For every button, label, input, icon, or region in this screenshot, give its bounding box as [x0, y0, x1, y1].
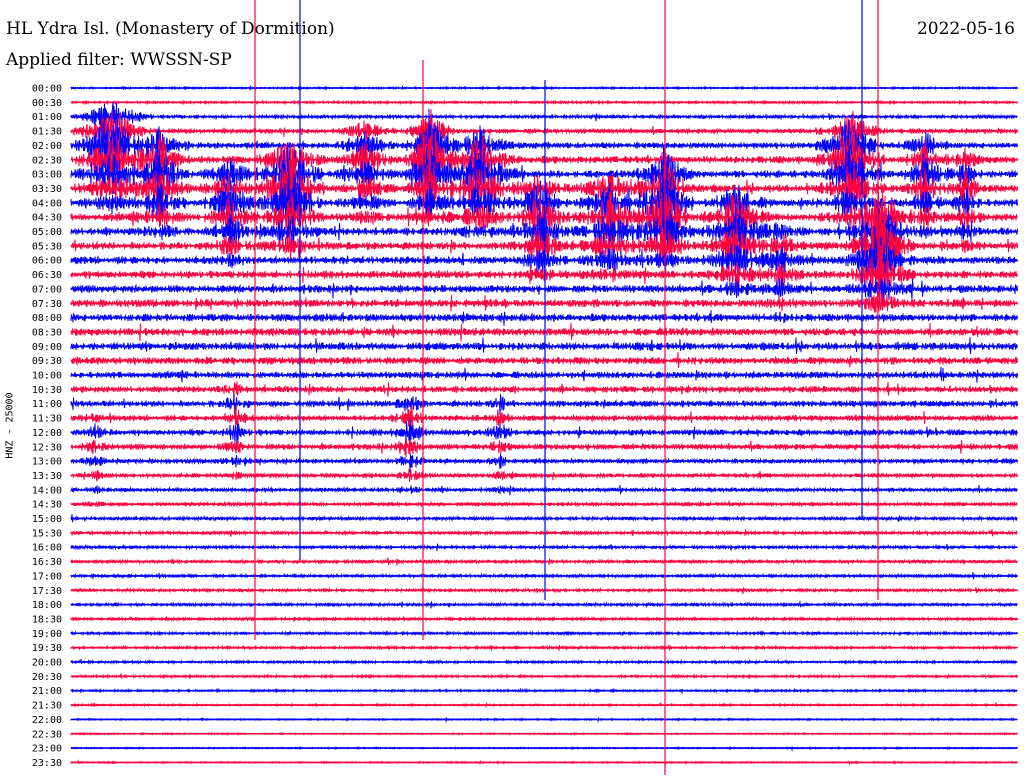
time-label-0600: 06:00 — [32, 256, 62, 267]
time-label-0530: 05:30 — [32, 241, 62, 252]
time-label-0200: 02:00 — [32, 141, 62, 152]
time-label-0800: 08:00 — [32, 313, 62, 324]
time-label-2200: 22:00 — [32, 715, 62, 726]
time-label-1000: 10:00 — [32, 371, 62, 382]
time-label-0330: 03:30 — [32, 184, 62, 195]
time-label-1930: 19:30 — [32, 643, 62, 654]
trace-layer — [70, 0, 1018, 775]
time-label-2230: 22:30 — [32, 729, 62, 740]
time-label-0430: 04:30 — [32, 213, 62, 224]
trace-row-1300 — [70, 453, 1018, 473]
time-label-0030: 00:30 — [32, 98, 62, 109]
filter-label: Applied filter: WWSSN-SP — [6, 50, 232, 70]
time-label-1030: 10:30 — [32, 385, 62, 396]
time-label-1430: 14:30 — [32, 500, 62, 511]
time-label-1530: 15:30 — [32, 528, 62, 539]
time-label-1730: 17:30 — [32, 586, 62, 597]
time-label-2100: 21:00 — [32, 686, 62, 697]
date-label: 2022-05-16 — [916, 19, 1015, 39]
time-labels: 00:00 00:30 01:00 01:30 02:00 02:30 03:00 03:30… — [32, 84, 62, 769]
time-label-1200: 12:00 — [32, 428, 62, 439]
time-label-1400: 14:00 — [32, 485, 62, 496]
trace-row-0500 — [70, 201, 1018, 266]
trace-row-0330 — [70, 146, 1018, 233]
time-label-0000: 00:00 — [32, 84, 62, 95]
trace-row-1230 — [70, 438, 1018, 458]
time-label-0930: 09:30 — [32, 356, 62, 367]
time-label-1800: 18:00 — [32, 600, 62, 611]
time-label-1600: 16:00 — [32, 543, 62, 554]
time-label-2130: 21:30 — [32, 701, 62, 712]
time-label-1130: 11:30 — [32, 414, 62, 425]
trace-row-0930 — [70, 351, 1018, 369]
time-label-0900: 09:00 — [32, 342, 62, 353]
station-title: HL Ydra Isl. (Monastery of Dormition) — [6, 19, 335, 39]
time-label-0830: 08:30 — [32, 327, 62, 338]
time-label-1830: 18:30 — [32, 614, 62, 625]
time-label-0500: 05:00 — [32, 227, 62, 238]
time-label-0100: 01:00 — [32, 112, 62, 123]
time-label-2000: 20:00 — [32, 658, 62, 669]
time-label-0700: 07:00 — [32, 284, 62, 295]
time-label-0300: 03:00 — [32, 170, 62, 181]
time-label-1500: 15:00 — [32, 514, 62, 525]
time-label-0230: 02:30 — [32, 155, 62, 166]
time-label-1700: 17:00 — [32, 571, 62, 582]
time-label-0400: 04:00 — [32, 198, 62, 209]
time-label-1100: 11:00 — [32, 399, 62, 410]
time-label-0130: 01:30 — [32, 127, 62, 138]
time-label-1630: 16:30 — [32, 557, 62, 568]
time-label-2300: 23:00 — [32, 744, 62, 755]
time-label-1300: 13:00 — [32, 457, 62, 468]
time-label-2330: 23:30 — [32, 758, 62, 769]
time-label-0630: 06:30 — [32, 270, 62, 281]
trace-row-0200 — [70, 108, 1018, 179]
time-label-1230: 12:30 — [32, 442, 62, 453]
time-label-1900: 19:00 — [32, 629, 62, 640]
time-label-2030: 20:30 — [32, 672, 62, 683]
time-label-0730: 07:30 — [32, 299, 62, 310]
trace-row-0600 — [70, 226, 1018, 289]
time-label-1330: 13:30 — [32, 471, 62, 482]
